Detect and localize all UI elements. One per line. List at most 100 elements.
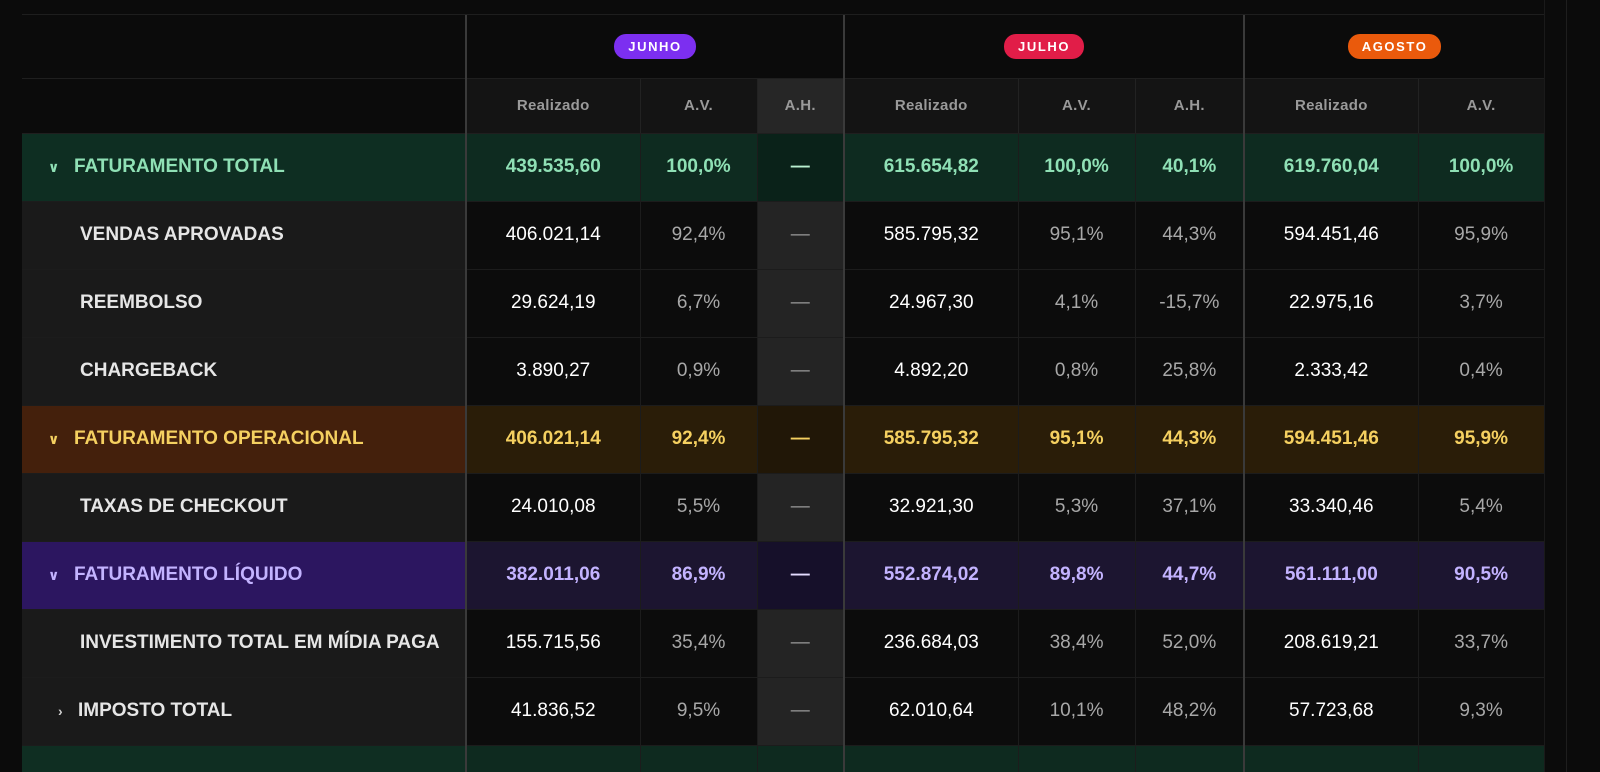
cell-realizado-jun: 439.535,60 — [465, 133, 641, 202]
col-header-ah[interactable]: A.H. — [1135, 78, 1245, 134]
partial-cell — [1418, 745, 1544, 772]
cell-realizado-jul: 236.684,03 — [843, 609, 1019, 678]
cell-realizado-jul: 4.892,20 — [843, 337, 1019, 406]
cell-av-ago: 90,5% — [1418, 541, 1544, 610]
cell-realizado-jul: 32.921,30 — [843, 473, 1019, 542]
table-row: REEMBOLSO 29.624,19 6,7% —24.967,30 4,1% -15,… — [22, 269, 1544, 338]
chevron-down-icon[interactable]: ∨ — [48, 431, 60, 447]
table-row: INVESTIMENTO TOTAL EM MÍDIA PAGA 155.715,… — [22, 609, 1544, 678]
cell-av-jun: 92,4% — [640, 405, 758, 474]
col-header-av[interactable]: A.V. — [1018, 78, 1136, 134]
cell-av-jul: 95,1% — [1018, 405, 1136, 474]
partial-cell — [640, 745, 758, 772]
cell-ah-jun: — — [757, 677, 845, 746]
cell-realizado-jun: 406.021,14 — [465, 201, 641, 270]
month-header-jul: JULHO — [843, 15, 1245, 79]
cell-av-jun: 100,0% — [640, 133, 758, 202]
month-header-jun: JUNHO — [464, 15, 845, 79]
cell-ah-jun: — — [757, 541, 845, 610]
row-label-cell: CHARGEBACK — [22, 337, 467, 406]
cell-realizado-ago: 33.340,46 — [1243, 473, 1419, 542]
cell-realizado-jun: 382.011,06 — [465, 541, 641, 610]
table-row-group: ∨ FATURAMENTO TOTAL 439.535,60 100,0% —615.6… — [22, 133, 1544, 202]
month-badge-jun: JUNHO — [614, 33, 696, 59]
partial-cell — [757, 745, 845, 772]
col-header-av[interactable]: A.V. — [640, 78, 758, 134]
cell-ah-jun: — — [757, 405, 845, 474]
cell-ah-jul: 48,2% — [1135, 677, 1245, 746]
cell-ah-jun: — — [757, 609, 845, 678]
header-label-blank — [22, 78, 466, 134]
cell-av-ago: 95,9% — [1418, 405, 1544, 474]
column-header-row: Realizado A.V. A.H. Realizado A.V. A.H. … — [22, 78, 1544, 134]
cell-av-ago: 9,3% — [1418, 677, 1544, 746]
cell-av-jun: 0,9% — [640, 337, 758, 406]
cell-ah-jul: 40,1% — [1135, 133, 1245, 202]
cell-ah-jul: 44,7% — [1135, 541, 1245, 610]
cell-realizado-jul: 24.967,30 — [843, 269, 1019, 338]
cell-ah-jun: — — [757, 201, 845, 270]
col-header-realizado[interactable]: Realizado — [1243, 78, 1419, 134]
cell-av-ago: 95,9% — [1418, 201, 1544, 270]
cell-av-jul: 4,1% — [1018, 269, 1136, 338]
cell-realizado-jun: 29.624,19 — [465, 269, 641, 338]
row-label-cell[interactable]: ∨ FATURAMENTO TOTAL — [22, 133, 467, 202]
cell-realizado-ago: 208.619,21 — [1243, 609, 1419, 678]
partial-cell — [843, 745, 1019, 772]
cell-realizado-jun: 3.890,27 — [465, 337, 641, 406]
cell-av-jul: 38,4% — [1018, 609, 1136, 678]
cell-realizado-jul: 585.795,32 — [843, 201, 1019, 270]
table-row-partial — [22, 745, 1544, 772]
partial-cell — [465, 745, 641, 772]
cell-av-jun: 5,5% — [640, 473, 758, 542]
cell-realizado-jul: 615.654,82 — [843, 133, 1019, 202]
cell-ah-jul: 52,0% — [1135, 609, 1245, 678]
row-label-cell: INVESTIMENTO TOTAL EM MÍDIA PAGA — [22, 609, 467, 678]
scrollbar-track[interactable] — [1544, 0, 1600, 772]
cell-av-jul: 10,1% — [1018, 677, 1136, 746]
table-body: ∨ FATURAMENTO TOTAL 439.535,60 100,0% —615.6… — [22, 133, 1544, 772]
col-header-realizado[interactable]: Realizado — [465, 78, 641, 134]
cell-realizado-ago: 57.723,68 — [1243, 677, 1419, 746]
row-label-cell[interactable]: › IMPOSTO TOTAL — [22, 677, 467, 746]
table-row-group: ∨ FATURAMENTO LÍQUIDO 382.011,06 86,9% —552.… — [22, 541, 1544, 610]
cell-realizado-jul: 585.795,32 — [843, 405, 1019, 474]
table-row: VENDAS APROVADAS 406.021,14 92,4% —585.795,… — [22, 201, 1544, 270]
row-label: REEMBOLSO — [80, 292, 203, 313]
cell-realizado-jun: 24.010,08 — [465, 473, 641, 542]
partial-cell — [22, 745, 467, 772]
header-blank — [22, 15, 466, 79]
row-label: FATURAMENTO TOTAL — [74, 156, 285, 177]
cell-realizado-ago: 2.333,42 — [1243, 337, 1419, 406]
row-label: VENDAS APROVADAS — [80, 224, 284, 245]
row-label-cell[interactable]: ∨ FATURAMENTO OPERACIONAL — [22, 405, 467, 474]
cell-realizado-jun: 41.836,52 — [465, 677, 641, 746]
cell-realizado-jun: 155.715,56 — [465, 609, 641, 678]
cell-ah-jun: — — [757, 473, 845, 542]
col-header-ah[interactable]: A.H. — [757, 78, 845, 134]
chevron-down-icon[interactable]: ∨ — [48, 159, 60, 175]
row-label-cell: VENDAS APROVADAS — [22, 201, 467, 270]
cell-av-ago: 5,4% — [1418, 473, 1544, 542]
cell-av-ago: 100,0% — [1418, 133, 1544, 202]
row-label: FATURAMENTO OPERACIONAL — [74, 428, 364, 449]
row-label: IMPOSTO TOTAL — [78, 700, 233, 721]
cell-av-jun: 92,4% — [640, 201, 758, 270]
cell-realizado-ago: 594.451,46 — [1243, 405, 1419, 474]
row-label-cell: TAXAS DE CHECKOUT — [22, 473, 467, 542]
cell-av-ago: 3,7% — [1418, 269, 1544, 338]
row-label-cell[interactable]: ∨ FATURAMENTO LÍQUIDO — [22, 541, 467, 610]
chevron-right-icon[interactable]: › — [58, 703, 63, 719]
table-row: CHARGEBACK 3.890,27 0,9% —4.892,20 0,8% 25,8%… — [22, 337, 1544, 406]
col-header-realizado[interactable]: Realizado — [843, 78, 1019, 134]
col-header-av[interactable]: A.V. — [1418, 78, 1544, 134]
partial-cell — [1135, 745, 1245, 772]
cell-ah-jul: 37,1% — [1135, 473, 1245, 542]
cell-realizado-ago: 594.451,46 — [1243, 201, 1419, 270]
cell-av-jun: 9,5% — [640, 677, 758, 746]
chevron-down-icon[interactable]: ∨ — [48, 567, 60, 583]
table-row: TAXAS DE CHECKOUT 24.010,08 5,5% —32.921,30… — [22, 473, 1544, 542]
month-header-ago: AGOSTO — [1243, 15, 1544, 79]
cell-ah-jun: — — [757, 337, 845, 406]
cell-av-jul: 89,8% — [1018, 541, 1136, 610]
